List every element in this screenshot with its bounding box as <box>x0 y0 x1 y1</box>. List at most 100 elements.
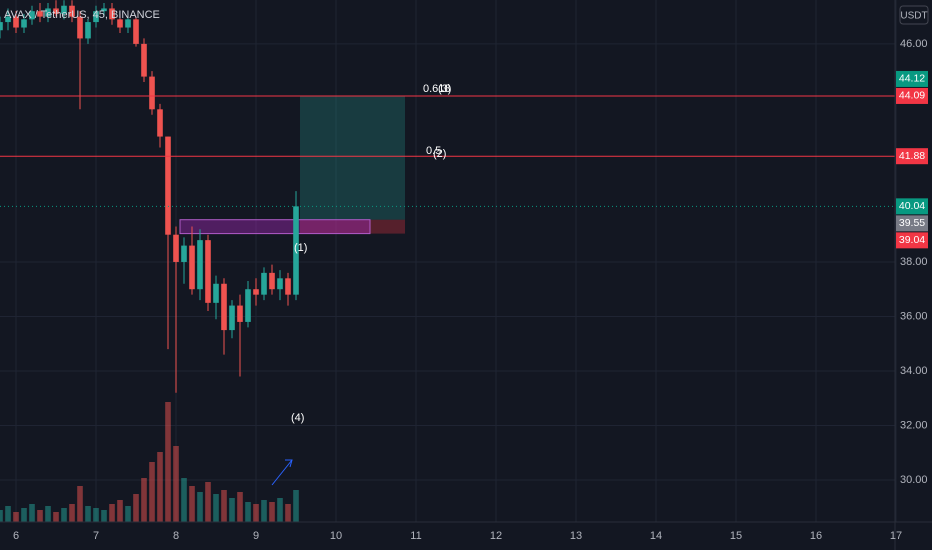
price-label: 44.09 <box>899 90 925 102</box>
y-tick-label: 32.00 <box>900 419 928 431</box>
candle-body <box>69 5 75 17</box>
volume-bar <box>45 506 51 522</box>
volume-bar <box>0 510 3 522</box>
volume-bar <box>157 452 163 522</box>
volume <box>0 402 299 522</box>
candle-body <box>237 305 243 322</box>
candle-body <box>229 305 235 331</box>
x-tick-label: 6 <box>13 530 19 542</box>
volume-bar <box>173 446 179 522</box>
price-label: 39.04 <box>899 234 925 246</box>
volume-bar <box>253 504 259 522</box>
volume-bar <box>93 508 99 522</box>
volume-bar <box>181 478 187 522</box>
candle-body <box>285 278 291 295</box>
volume-bar <box>213 494 219 522</box>
candle-body <box>181 245 187 262</box>
annotation: (2) <box>433 148 446 160</box>
volume-bar <box>149 462 155 522</box>
annotation: 0.5 <box>426 145 441 157</box>
volume-bar <box>229 498 235 522</box>
volume-bar <box>165 402 171 522</box>
candle-body <box>165 136 171 235</box>
candle-body <box>221 283 227 331</box>
annotations: 0.618(3) 0.5(2) (1) (4) <box>291 83 451 424</box>
volume-bar <box>293 490 299 522</box>
x-tick-label: 7 <box>93 530 99 542</box>
volume-bar <box>13 512 19 522</box>
candle-body <box>141 43 147 77</box>
levels <box>0 95 895 207</box>
volume-bar <box>21 508 27 522</box>
volume-bar <box>141 478 147 522</box>
order-block <box>179 219 371 235</box>
volume-bar <box>117 500 123 522</box>
candle-body <box>101 8 107 12</box>
candle-body <box>245 289 251 322</box>
candle-body <box>125 19 131 28</box>
x-tick-label: 16 <box>810 530 822 542</box>
candle-body <box>173 234 179 262</box>
volume-bar <box>197 492 203 522</box>
axes: 6 7 8 9 10 11 12 13 14 15 16 17 30.00 32.00 34.00 36.00… <box>13 38 928 542</box>
candle-body <box>197 240 203 290</box>
candle-body <box>261 272 267 295</box>
candles <box>0 0 299 393</box>
candle-body <box>213 283 219 303</box>
volume-bar <box>125 506 131 522</box>
price-label-box <box>896 198 928 215</box>
volume-bar <box>77 486 83 522</box>
volume-bar <box>237 492 243 522</box>
x-tick-label: 9 <box>253 530 259 542</box>
y-tick-label: 34.00 <box>900 365 928 377</box>
volume-bar <box>221 490 227 522</box>
chart-title: AVAX / TetherUS, 45, BINANCE <box>4 9 160 21</box>
candle-body <box>21 19 27 28</box>
candle-body <box>5 16 11 23</box>
volume-bar <box>101 510 107 522</box>
candle-body <box>61 5 67 14</box>
currency-box <box>899 5 929 25</box>
currency: USDT <box>900 11 927 22</box>
volume-bar <box>69 504 75 522</box>
annotation: 0.618 <box>423 83 451 95</box>
volume-bar <box>37 510 43 522</box>
x-tick-label: 17 <box>890 530 902 542</box>
candle-body <box>0 22 3 31</box>
candle-body <box>45 8 51 17</box>
x-tick-label: 13 <box>570 530 582 542</box>
candle-body <box>117 19 123 28</box>
volume-bar <box>133 494 139 522</box>
volume-bar <box>61 508 67 522</box>
candle-body <box>53 8 59 14</box>
candle-body <box>109 8 115 20</box>
candle-body <box>13 16 19 28</box>
x-tick-label: 8 <box>173 530 179 542</box>
y-tick-label: 46.00 <box>900 38 928 50</box>
stop-zone <box>300 219 405 234</box>
candle-body <box>189 245 195 290</box>
price-label: 39.55 <box>899 217 925 229</box>
volume-bar <box>205 482 211 522</box>
candle-body <box>269 272 275 290</box>
y-tick-label: 38.00 <box>900 256 928 268</box>
x-tick-label: 12 <box>490 530 502 542</box>
candle-body <box>37 11 43 17</box>
price-label-box <box>896 70 928 87</box>
x-tick-label: 11 <box>410 530 421 542</box>
volume-bar <box>85 506 91 522</box>
volume-bar <box>277 498 283 522</box>
candle-body <box>157 109 163 137</box>
price-label-box <box>896 87 928 104</box>
candle-body <box>77 16 83 39</box>
annotation: (1) <box>294 242 307 254</box>
x-tick-label: 10 <box>330 530 342 542</box>
price-label-box <box>896 232 928 249</box>
volume-bar <box>109 504 115 522</box>
price-label-box <box>896 148 928 165</box>
volume-bar <box>269 502 275 522</box>
zones <box>179 95 405 235</box>
y-tick-label: 30.00 <box>900 474 928 486</box>
